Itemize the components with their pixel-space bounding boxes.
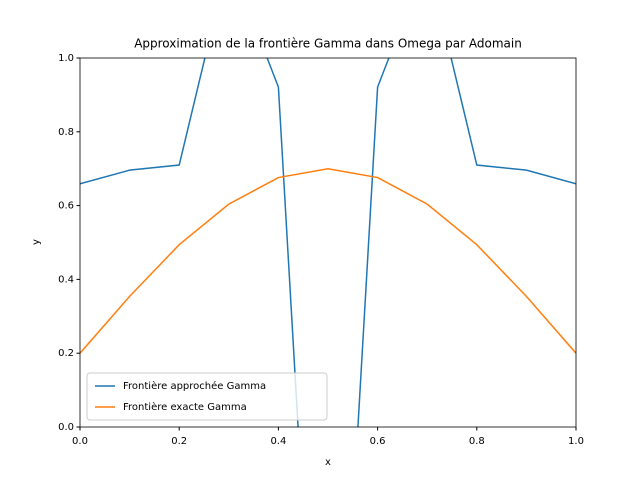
y-tick-label: 0.0 <box>58 422 74 433</box>
x-tick-label: 0.8 <box>469 436 485 447</box>
legend-frame <box>86 372 328 421</box>
series-line <box>80 58 576 427</box>
y-tick-label: 0.8 <box>58 127 74 138</box>
y-axis-label: y <box>31 239 42 245</box>
x-tick-label: 1.0 <box>568 436 584 447</box>
y-tick-label: 0.2 <box>58 348 74 359</box>
y-tick-label: 1.0 <box>58 53 74 64</box>
plot-area <box>80 58 576 427</box>
series-line <box>80 167 576 354</box>
y-tick-label: 0.6 <box>58 201 74 212</box>
x-tick-label: 0.6 <box>370 436 386 447</box>
x-tick-label: 0.4 <box>270 436 286 447</box>
x-axis-label: x <box>325 457 331 468</box>
plot-frame <box>79 57 577 428</box>
legend: Frontière approchée Gamma Frontière exact… <box>86 372 328 421</box>
legend-label: Frontière approchée Gamma <box>123 380 266 392</box>
y-tick-label: 0.4 <box>58 274 74 285</box>
legend-label: Frontière exacte Gamma <box>123 401 247 413</box>
x-tick-label: 0.0 <box>72 436 88 447</box>
x-tick-label: 0.2 <box>171 436 187 447</box>
chart-title: Approximation de la frontière Gamma dans… <box>134 37 522 51</box>
